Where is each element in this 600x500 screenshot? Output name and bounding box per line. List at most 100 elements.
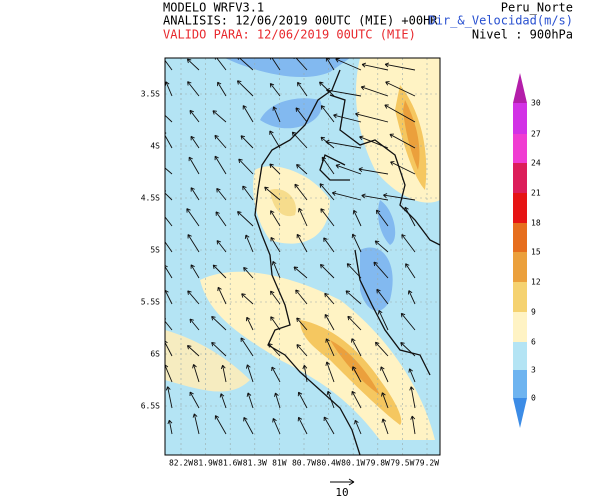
wind-arrow <box>269 82 281 97</box>
wind-arrow <box>360 85 389 97</box>
wind-arrow <box>351 338 362 357</box>
wind-arrow <box>361 62 389 71</box>
wind-arrow <box>333 113 362 123</box>
wind-arrow <box>245 364 254 383</box>
lon-label: 79.5W <box>390 459 414 468</box>
wind-arrow <box>405 263 416 279</box>
wind-arrow <box>351 390 362 409</box>
lon-labels: 82.2W 81.9W 81.6W 81.3W 81W 80.7W 80.4W 80.1W 79… <box>169 459 439 468</box>
wind-arrow <box>219 393 227 409</box>
wind-arrow <box>319 81 335 97</box>
wind-arrow <box>271 366 281 383</box>
lon-label: 80.7W <box>292 459 316 468</box>
colorbar-label: 27 <box>531 130 541 139</box>
colorbar-label: 21 <box>531 189 541 198</box>
wind-arrow <box>378 310 389 331</box>
coastline <box>254 69 361 455</box>
wind-arrow <box>243 417 254 435</box>
wind-arrow <box>326 390 335 409</box>
colorbar-segment <box>513 223 527 252</box>
valid-title: VALIDO PARA: 12/06/2019 00UTC (MIE) <box>163 28 416 42</box>
wind-arrow <box>190 264 200 279</box>
wind-arrow <box>189 109 200 123</box>
wind-arrow <box>186 345 200 357</box>
wind-arrow <box>400 342 416 357</box>
wind-arrow <box>345 290 362 305</box>
colorbar-segment <box>513 370 527 398</box>
lat-label: 4.5S <box>141 194 160 203</box>
wind-arrow <box>380 366 389 383</box>
wind-arrow <box>214 134 227 149</box>
wind-arrow <box>272 106 281 123</box>
wind-arrow <box>319 183 335 201</box>
wind-arrow <box>242 185 254 201</box>
wind-arrow <box>404 206 416 227</box>
colorbar-end <box>513 398 527 428</box>
wind-arrow <box>243 266 254 279</box>
field-mid <box>165 330 250 392</box>
wind-arrow <box>375 209 389 227</box>
wind-arrow <box>376 288 389 305</box>
field-low <box>360 200 396 311</box>
colorbar-segment <box>513 282 527 312</box>
wind-arrow <box>241 293 254 305</box>
wind-arrow <box>383 193 416 201</box>
wind-arrow <box>410 415 416 435</box>
wind-arrow <box>165 213 173 227</box>
wind-arrow <box>408 368 416 383</box>
wind-arrow <box>264 186 281 201</box>
wind-arrow <box>296 317 308 331</box>
lon-label: 81W <box>272 459 287 468</box>
colorbar-segment <box>513 342 527 370</box>
wind-arrow <box>358 167 389 175</box>
colorbar-segment <box>513 252 527 282</box>
lat-label: 6S <box>150 350 160 359</box>
model-title: MODELO WRFV3.1 <box>163 1 264 15</box>
region-name: Peru_Norte <box>501 1 573 15</box>
wind-arrow <box>246 392 254 409</box>
lat-label: 6.5S <box>141 402 160 411</box>
wind-arrow <box>165 386 173 409</box>
wind-arrow <box>238 158 254 175</box>
field-mid2 <box>270 189 296 217</box>
wind-arrow <box>216 240 227 253</box>
wind-arrow <box>325 139 362 149</box>
wind-arrow <box>270 210 281 227</box>
colorbar-label: 6 <box>531 338 536 347</box>
wind-arrow <box>269 130 281 149</box>
wind-arrow <box>296 233 308 253</box>
wind-arrow <box>274 392 281 409</box>
lat-label: 4S <box>150 142 160 151</box>
colorbar-label: 15 <box>531 248 541 257</box>
wind-arrow <box>296 164 308 175</box>
wind-arrow <box>407 290 416 305</box>
wind-arrow <box>211 315 227 331</box>
wind-arrow <box>188 156 200 175</box>
colorbar-segment <box>513 193 527 223</box>
wind-arrow <box>324 292 335 305</box>
wind-arrow <box>187 81 200 97</box>
wind-arrow <box>216 187 227 201</box>
wind-arrow <box>245 316 254 331</box>
wind-arrow <box>325 361 335 383</box>
wind-arrow <box>297 416 308 435</box>
analysis-title: ANALISIS: 12/06/2019 00UTC (MIE) +00HR <box>163 14 438 28</box>
wind-arrow <box>192 413 200 435</box>
wind-arrow <box>269 163 281 175</box>
wind-arrow <box>186 208 200 227</box>
wind-arrow <box>359 135 389 149</box>
wind-arrow <box>270 58 281 71</box>
colorbar: 0 3 6 9 12 15 18 21 24 27 30 <box>513 73 541 428</box>
colorbar-label: 18 <box>531 219 541 228</box>
lon-label: 79.8W <box>366 459 390 468</box>
wind-arrow <box>165 132 173 149</box>
wind-arrow <box>355 112 389 123</box>
wind-arrow <box>240 135 254 149</box>
wind-arrow <box>270 316 281 331</box>
wind-arrow <box>237 211 254 227</box>
wind-arrow <box>165 114 173 123</box>
wind-arrow <box>381 418 389 435</box>
wind-arrow <box>323 416 335 435</box>
wind-arrow <box>271 260 281 279</box>
